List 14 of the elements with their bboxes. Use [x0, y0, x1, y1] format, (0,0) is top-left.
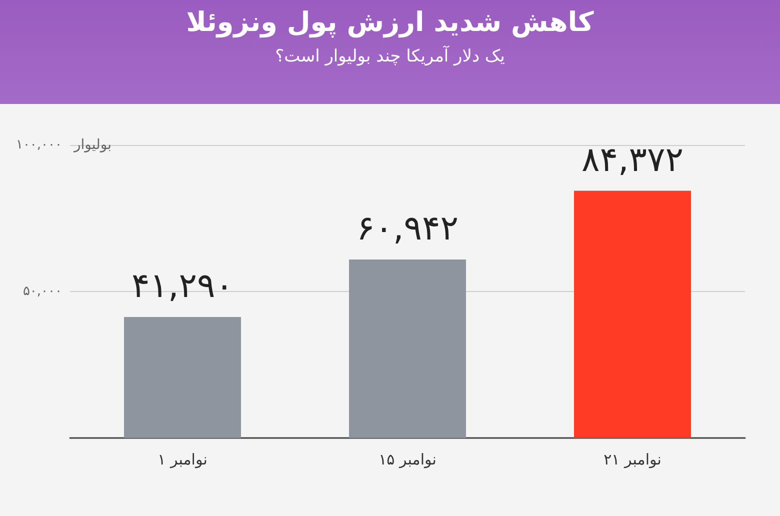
chart-subtitle: یک دلار آمریکا چند بولیوار است؟ — [275, 46, 506, 66]
bar — [349, 259, 466, 438]
x-tick-label: ۱۵ نوامبر — [378, 450, 436, 468]
y-tick-label: ۱۰۰,۰۰۰ — [16, 138, 62, 152]
x-tick-label: ۲۱ نوامبر — [604, 450, 662, 468]
bar — [574, 190, 691, 438]
y-tick-label: ۵۰,۰۰۰ — [22, 284, 62, 299]
data-label: ۶۰,۹۴۲ — [356, 208, 459, 248]
bar — [124, 317, 241, 438]
chart-title: کاهش شدید ارزش پول ونزوئلا — [186, 7, 594, 38]
data-label: ۸۴,۳۷۲ — [581, 140, 684, 180]
y-axis-title: بولیوار — [73, 137, 112, 153]
x-tick-label: ۱ نوامبر — [158, 450, 208, 468]
data-label: ۴۱,۲۹۰ — [131, 266, 234, 306]
